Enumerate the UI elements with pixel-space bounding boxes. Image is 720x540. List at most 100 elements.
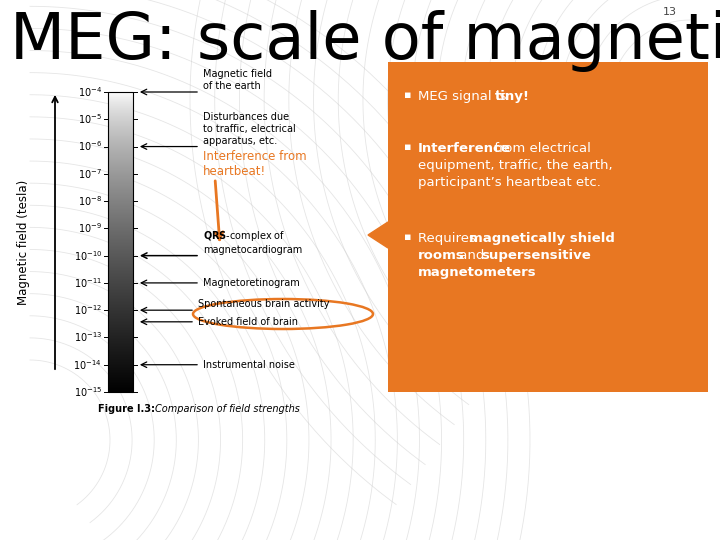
Text: supersensitive: supersensitive	[481, 249, 590, 262]
Bar	[108, 94, 133, 96]
Bar	[108, 107, 133, 109]
Bar	[108, 275, 133, 276]
Bar	[108, 367, 133, 368]
Bar	[108, 365, 133, 367]
Bar	[108, 213, 133, 214]
Bar	[108, 157, 133, 159]
Bar	[108, 343, 133, 345]
Bar	[108, 164, 133, 165]
Bar	[108, 265, 133, 267]
Text: Magnetic field
of the earth: Magnetic field of the earth	[203, 70, 272, 91]
Text: $10^{-14}$: $10^{-14}$	[73, 358, 102, 372]
Text: Comparison of field strengths: Comparison of field strengths	[155, 404, 300, 414]
Bar	[108, 349, 133, 350]
Bar	[108, 92, 133, 93]
Bar	[108, 279, 133, 280]
Text: $10^{-10}$: $10^{-10}$	[73, 249, 102, 262]
Bar	[108, 322, 133, 323]
Bar	[388, 62, 708, 392]
Bar	[108, 327, 133, 328]
Bar	[108, 183, 133, 185]
Bar	[108, 215, 133, 217]
Bar	[108, 219, 133, 220]
Bar	[108, 206, 133, 207]
Bar	[108, 313, 133, 314]
Bar	[108, 225, 133, 226]
Bar	[108, 181, 133, 183]
Bar	[108, 268, 133, 269]
Bar	[108, 186, 133, 187]
Bar	[108, 167, 133, 168]
Bar	[108, 380, 133, 381]
Bar	[108, 130, 133, 132]
Bar	[108, 140, 133, 141]
Bar	[108, 243, 133, 245]
Bar	[108, 232, 133, 233]
Bar	[108, 309, 133, 310]
Bar	[108, 304, 133, 306]
Text: $10^{-8}$: $10^{-8}$	[78, 194, 102, 208]
Bar	[108, 303, 133, 305]
Bar	[108, 116, 133, 118]
Bar	[108, 270, 133, 272]
Text: magnetically shield: magnetically shield	[469, 232, 615, 245]
Bar	[108, 211, 133, 213]
Bar	[108, 335, 133, 336]
Bar	[108, 112, 133, 113]
Bar	[108, 168, 133, 170]
Bar	[108, 282, 133, 284]
Bar	[108, 276, 133, 278]
Bar	[108, 207, 133, 208]
Text: rooms: rooms	[418, 249, 464, 262]
Text: ▪: ▪	[404, 142, 412, 152]
Bar	[108, 202, 133, 204]
Bar	[108, 269, 133, 271]
Bar	[108, 227, 133, 228]
Text: MEG: scale of magnetic field: MEG: scale of magnetic field	[10, 10, 720, 72]
Bar	[108, 376, 133, 377]
Bar	[108, 374, 133, 375]
Bar	[108, 200, 133, 201]
Bar	[108, 258, 133, 260]
Bar	[108, 378, 133, 380]
Bar	[108, 120, 133, 122]
Bar	[108, 96, 133, 98]
Bar	[108, 384, 133, 386]
Bar	[108, 291, 133, 293]
Text: equipment, traffic, the earth,: equipment, traffic, the earth,	[418, 159, 613, 172]
Bar	[108, 133, 133, 134]
Bar	[108, 111, 133, 112]
Bar	[108, 377, 133, 379]
Bar	[108, 196, 133, 198]
Bar	[108, 369, 133, 370]
Bar	[108, 109, 133, 111]
Bar	[108, 135, 133, 137]
Bar	[108, 188, 133, 190]
Bar	[108, 169, 133, 171]
Text: $10^{-12}$: $10^{-12}$	[74, 303, 102, 317]
Bar	[108, 297, 133, 299]
Bar	[108, 152, 133, 153]
Bar	[108, 339, 133, 341]
Bar	[108, 247, 133, 248]
Bar	[108, 231, 133, 233]
Bar	[108, 274, 133, 275]
Bar	[108, 104, 133, 105]
Bar	[108, 360, 133, 361]
Bar	[108, 145, 133, 146]
Bar	[108, 246, 133, 247]
Bar	[108, 228, 133, 230]
Bar	[108, 358, 133, 360]
Bar	[108, 342, 133, 343]
Text: Requires: Requires	[418, 232, 480, 245]
Bar	[108, 100, 133, 102]
Bar	[108, 197, 133, 199]
Bar	[108, 216, 133, 218]
Bar	[108, 311, 133, 313]
Bar	[108, 118, 133, 119]
Text: ▪: ▪	[404, 90, 412, 100]
Bar	[108, 179, 133, 180]
Bar	[108, 194, 133, 195]
Bar	[108, 321, 133, 322]
Bar	[108, 340, 133, 341]
